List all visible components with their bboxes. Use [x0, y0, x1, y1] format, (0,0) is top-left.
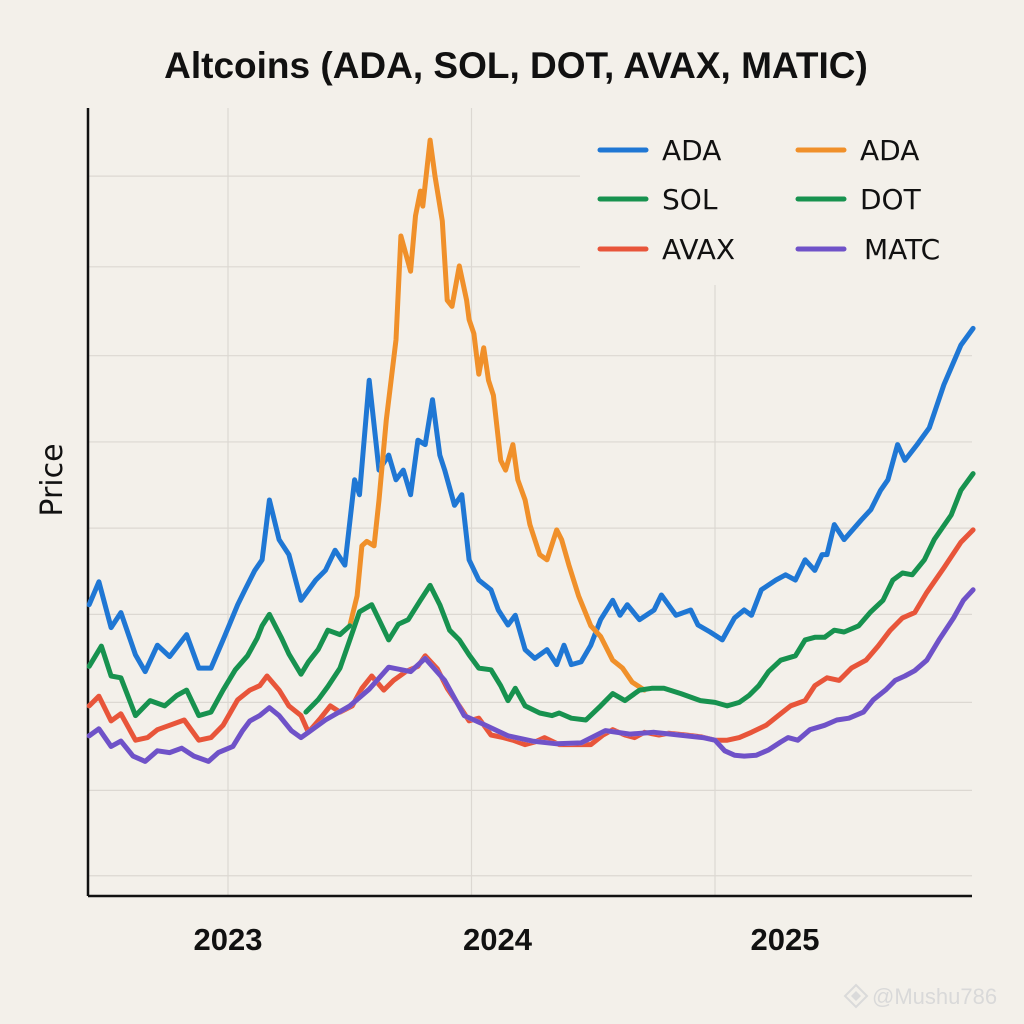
x-tick-label: 2025 [751, 922, 820, 957]
x-tick-label: 2023 [194, 922, 263, 957]
watermark-text: @Mushu786 [872, 984, 997, 1009]
legend-label: MATC [864, 233, 940, 266]
legend-item: MATC [795, 233, 940, 266]
legend-label: SOL [662, 183, 718, 216]
legend-item: DOT [795, 183, 922, 216]
legend-item: ADA [597, 134, 721, 167]
y-axis-label: Price [35, 443, 70, 516]
series-layer [86, 137, 976, 764]
watermark: @Mushu786 [843, 983, 997, 1009]
series-line-sol-2 [86, 611, 353, 719]
legend-item: ADA [795, 134, 919, 167]
series-line-dot-3 [303, 471, 976, 723]
x-tick-labels: 2023 2024 2025 [194, 922, 820, 957]
series-line-ada-1 [347, 137, 647, 693]
chart-title: Altcoins (ADA, SOL, DOT, AVAX, MATIC) [164, 45, 868, 86]
legend-item: AVAX [597, 233, 735, 266]
x-gridlines [227, 108, 716, 896]
legend-label: AVAX [662, 233, 735, 266]
series-halo [86, 325, 976, 675]
legend-label: ADA [860, 134, 919, 167]
diamond-logo-icon [843, 983, 869, 1009]
legend-item: SOL [597, 183, 718, 216]
series-line-matc-5 [86, 587, 976, 764]
legend: ADA ADA SOL DOT AVAX MATC [597, 134, 940, 266]
series-line-ada-0 [86, 325, 976, 675]
legend-label: DOT [860, 183, 922, 216]
legend-label: ADA [662, 134, 721, 167]
series-line-avax-4 [86, 527, 976, 748]
x-tick-label: 2024 [463, 922, 533, 957]
